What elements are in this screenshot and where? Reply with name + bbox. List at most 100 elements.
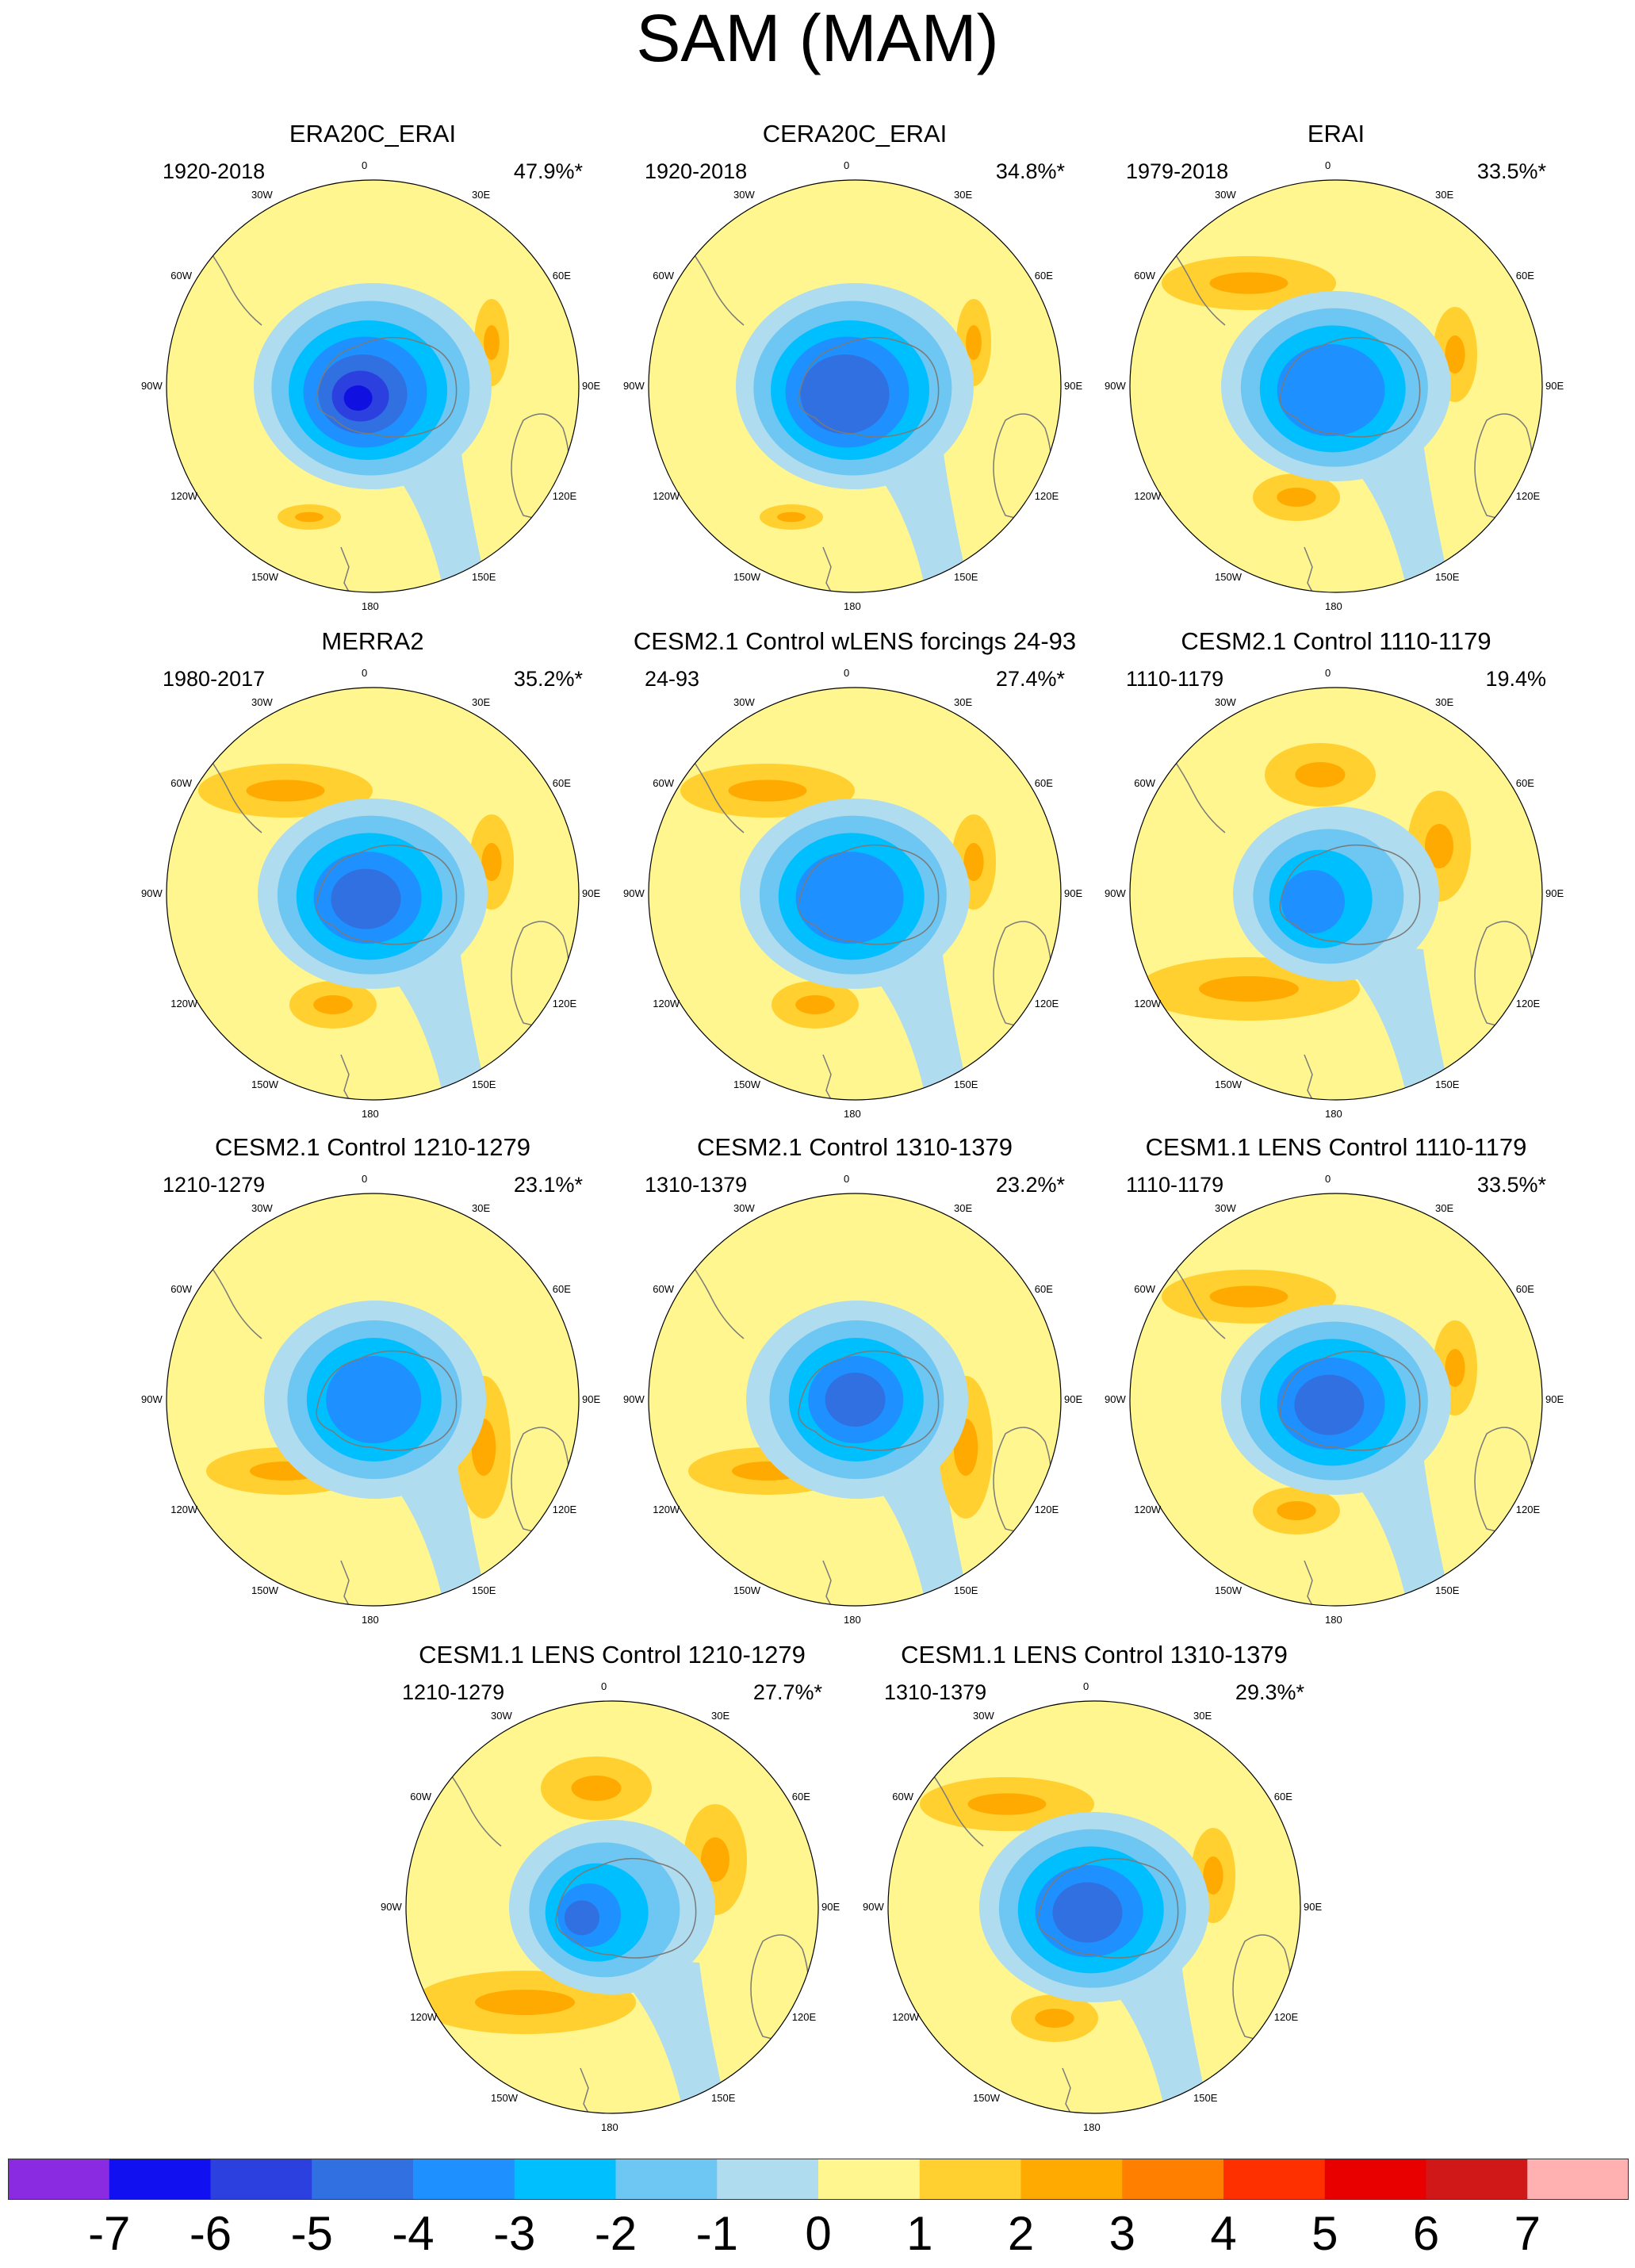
colorbar-swatch (1324, 2159, 1426, 2200)
longitude-label: 150E (711, 2091, 736, 2104)
positive-anomaly-core (728, 780, 807, 802)
longitude-label: 180 (362, 600, 379, 612)
positive-anomaly-core (966, 325, 982, 360)
negative-anomaly-level (331, 868, 401, 929)
positive-anomaly-core (1199, 976, 1299, 1002)
negative-anomaly-level (343, 385, 373, 411)
longitude-label: 30E (1193, 1710, 1212, 1722)
longitude-label: 60E (1034, 1283, 1053, 1295)
longitude-label: 60E (1515, 270, 1534, 282)
positive-anomaly-core (1295, 762, 1346, 787)
new-zealand-coastline (1304, 546, 1315, 592)
positive-anomaly-core (1425, 824, 1453, 868)
positive-anomaly-core (1203, 1856, 1223, 1894)
negative-anomaly-tongue (1320, 1447, 1455, 1606)
longitude-label: 30E (711, 1710, 730, 1722)
colorbar-swatch (210, 2159, 312, 2200)
longitude-label: 0 (362, 1173, 368, 1185)
negative-anomaly-tongue (357, 1447, 492, 1606)
panel-period: 1210-1279 (402, 1680, 505, 1704)
panel-variance: 34.8%* (995, 159, 1065, 183)
polar-map (1129, 179, 1543, 593)
negative-anomaly-tongue (1078, 1955, 1213, 2113)
positive-anomaly-core (481, 843, 502, 881)
colorbar-swatch (109, 2159, 211, 2200)
longitude-label: 30W (1215, 189, 1236, 201)
negative-anomaly-tongue (357, 434, 492, 592)
longitude-label: 120E (552, 1504, 577, 1515)
map-border (166, 687, 580, 1101)
longitude-label: 60E (552, 1283, 571, 1295)
longitude-label: 0 (844, 159, 850, 171)
longitude-label: 150W (491, 2091, 518, 2104)
longitude-label: 150E (954, 1584, 978, 1596)
longitude-label: 60W (170, 777, 192, 789)
map-border (648, 179, 1062, 593)
new-zealand-coastline (822, 1560, 833, 1606)
map-panel: CESM2.1 Control 1310-1379 1310-1379 23.2%*… (609, 1132, 1101, 1640)
longitude-label: 90W (623, 380, 645, 392)
colorbar-swatch (717, 2159, 819, 2200)
longitude-label: 90E (1064, 1393, 1083, 1405)
longitude-label: 0 (362, 159, 368, 171)
longitude-label: 120E (1034, 1504, 1059, 1515)
longitude-label: 30W (1215, 1202, 1236, 1215)
antarctica-coastline (555, 1857, 697, 1959)
antarctica-coastline (316, 1350, 458, 1451)
longitude-label: 180 (1083, 2121, 1101, 2133)
positive-anomaly-core (1277, 1501, 1316, 1520)
polar-map (166, 179, 580, 593)
longitude-label: 30E (472, 696, 491, 709)
longitude-label: 150E (472, 1078, 496, 1090)
colorbar-tick-label: 2 (1007, 2207, 1035, 2260)
panel-title: MERRA2 (321, 627, 424, 655)
panel-variance: 27.4%* (995, 667, 1065, 691)
panel-period: 1310-1379 (645, 1173, 748, 1197)
longitude-label: 120E (1515, 998, 1541, 1009)
longitude-label: 180 (1325, 1108, 1342, 1120)
antarctica-coastline (1279, 1350, 1421, 1451)
longitude-label: 60E (1034, 777, 1053, 789)
antarctica-coastline (798, 844, 940, 945)
longitude-label: 120W (653, 490, 680, 502)
longitude-label: 150W (251, 1078, 278, 1090)
colorbar-swatch (514, 2159, 616, 2200)
panel-period: 24-93 (645, 667, 700, 691)
positive-anomaly-core (963, 843, 984, 881)
longitude-label: 60W (170, 270, 192, 282)
longitude-label: 90E (582, 380, 601, 392)
panel-title: CESM1.1 LENS Control 1310-1379 (901, 1641, 1288, 1668)
negative-anomaly-level (1277, 344, 1385, 436)
colorbar-tick-label: -7 (88, 2207, 131, 2260)
longitude-label: 90E (1545, 887, 1564, 899)
new-zealand-coastline (340, 546, 351, 592)
longitude-label: 90W (1105, 1393, 1126, 1405)
polar-map (166, 1193, 580, 1607)
negative-anomaly-level (1281, 870, 1345, 933)
longitude-label: 90W (863, 1901, 884, 1913)
panel-period: 1110-1179 (1126, 667, 1224, 691)
longitude-label: 0 (1325, 159, 1331, 171)
colorbar-tick-label: 6 (1412, 2207, 1440, 2260)
longitude-label: 90W (381, 1901, 402, 1913)
longitude-label: 60W (653, 1283, 674, 1295)
longitude-label: 30E (1435, 696, 1454, 709)
longitude-label: 150W (733, 1078, 760, 1090)
panel-variance: 27.7%* (752, 1680, 822, 1704)
map-border (887, 1700, 1301, 2114)
longitude-label: 120W (1134, 490, 1162, 502)
negative-anomaly-level (1052, 1882, 1123, 1943)
longitude-label: 60W (410, 1791, 431, 1803)
negative-anomaly-level (564, 1900, 599, 1936)
colorbar-tick-label: 0 (805, 2207, 832, 2260)
colorbar-swatch (1527, 2159, 1629, 2200)
polar-map (648, 687, 1062, 1101)
colorbar-swatch (312, 2159, 414, 2200)
panel-period: 1920-2018 (645, 159, 748, 183)
longitude-label: 150E (472, 570, 496, 583)
longitude-label: 90W (623, 1393, 645, 1405)
negative-anomaly-level (800, 354, 890, 434)
panel-variance: 29.3%* (1235, 1680, 1304, 1704)
positive-anomaly-core (484, 325, 500, 360)
longitude-label: 30E (954, 696, 973, 709)
